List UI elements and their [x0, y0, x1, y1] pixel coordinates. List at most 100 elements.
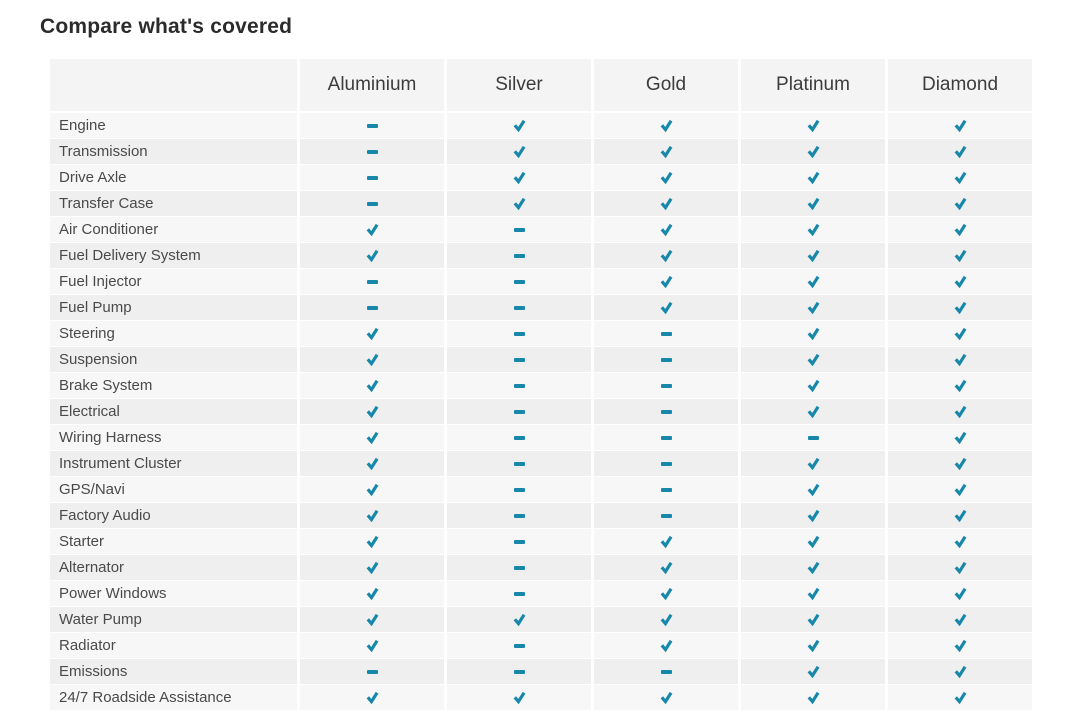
coverage-cell — [297, 373, 444, 398]
row-label: Air Conditioner — [50, 217, 297, 242]
check-icon — [807, 275, 819, 289]
coverage-cell — [885, 529, 1032, 554]
check-icon — [660, 613, 672, 627]
coverage-cell — [738, 295, 885, 320]
coverage-cell — [591, 243, 738, 268]
table-row: Wiring Harness — [50, 425, 1034, 451]
table-row: Transmission — [50, 139, 1034, 165]
check-icon — [954, 119, 966, 133]
coverage-cell — [738, 243, 885, 268]
coverage-cell — [738, 321, 885, 346]
coverage-cell — [297, 581, 444, 606]
dash-icon — [660, 669, 672, 674]
check-icon — [366, 431, 378, 445]
coverage-cell — [297, 451, 444, 476]
check-icon — [807, 197, 819, 211]
row-label: Instrument Cluster — [50, 451, 297, 476]
coverage-cell — [885, 165, 1032, 190]
coverage-cell — [885, 451, 1032, 476]
coverage-cell — [591, 477, 738, 502]
check-icon — [954, 613, 966, 627]
coverage-cell — [297, 191, 444, 216]
coverage-cell — [444, 321, 591, 346]
check-icon — [954, 301, 966, 315]
table-row: Factory Audio — [50, 503, 1034, 529]
coverage-cell — [885, 399, 1032, 424]
check-icon — [954, 171, 966, 185]
coverage-cell — [297, 555, 444, 580]
coverage-cell — [444, 217, 591, 242]
table-row: Alternator — [50, 555, 1034, 581]
check-icon — [954, 353, 966, 367]
coverage-cell — [591, 269, 738, 294]
coverage-cell — [885, 321, 1032, 346]
check-icon — [660, 535, 672, 549]
dash-icon — [513, 487, 525, 492]
dash-icon — [366, 123, 378, 128]
row-label: Drive Axle — [50, 165, 297, 190]
coverage-cell — [738, 139, 885, 164]
row-label: Emissions — [50, 659, 297, 684]
check-icon — [807, 145, 819, 159]
check-icon — [954, 275, 966, 289]
check-icon — [954, 249, 966, 263]
row-label: Transmission — [50, 139, 297, 164]
row-label: Fuel Pump — [50, 295, 297, 320]
coverage-cell — [738, 685, 885, 710]
coverage-cell — [738, 399, 885, 424]
coverage-cell — [444, 243, 591, 268]
check-icon — [660, 119, 672, 133]
check-icon — [660, 171, 672, 185]
table-body: Engine Transmission Drive Axle Transfer Cas… — [50, 113, 1034, 711]
check-icon — [807, 509, 819, 523]
coverage-cell — [591, 399, 738, 424]
check-icon — [366, 405, 378, 419]
coverage-cell — [738, 451, 885, 476]
table-row: Fuel Delivery System — [50, 243, 1034, 269]
check-icon — [366, 483, 378, 497]
coverage-cell — [591, 607, 738, 632]
coverage-cell — [738, 477, 885, 502]
table-row: Water Pump — [50, 607, 1034, 633]
coverage-cell — [738, 633, 885, 658]
check-icon — [513, 171, 525, 185]
check-icon — [807, 171, 819, 185]
coverage-cell — [738, 659, 885, 684]
coverage-cell — [444, 477, 591, 502]
coverage-cell — [591, 347, 738, 372]
dash-icon — [513, 643, 525, 648]
check-icon — [513, 691, 525, 705]
coverage-cell — [738, 529, 885, 554]
coverage-cell — [591, 191, 738, 216]
check-icon — [807, 327, 819, 341]
coverage-cell — [444, 503, 591, 528]
page-title: Compare what's covered — [40, 15, 293, 38]
coverage-cell — [591, 555, 738, 580]
coverage-cell — [444, 347, 591, 372]
coverage-cell — [591, 321, 738, 346]
check-icon — [660, 197, 672, 211]
check-icon — [954, 197, 966, 211]
dash-icon — [660, 513, 672, 518]
coverage-cell — [738, 607, 885, 632]
check-icon — [807, 665, 819, 679]
check-icon — [954, 561, 966, 575]
coverage-cell — [444, 451, 591, 476]
table-row: Drive Axle — [50, 165, 1034, 191]
table-row: Radiator — [50, 633, 1034, 659]
coverage-cell — [591, 529, 738, 554]
dash-icon — [660, 487, 672, 492]
row-label: Fuel Injector — [50, 269, 297, 294]
coverage-cell — [738, 425, 885, 450]
check-icon — [954, 405, 966, 419]
check-icon — [366, 561, 378, 575]
check-icon — [366, 535, 378, 549]
coverage-cell — [444, 191, 591, 216]
row-label: Suspension — [50, 347, 297, 372]
check-icon — [366, 379, 378, 393]
check-icon — [954, 483, 966, 497]
table-row: Fuel Pump — [50, 295, 1034, 321]
dash-icon — [660, 461, 672, 466]
check-icon — [807, 457, 819, 471]
coverage-cell — [885, 347, 1032, 372]
